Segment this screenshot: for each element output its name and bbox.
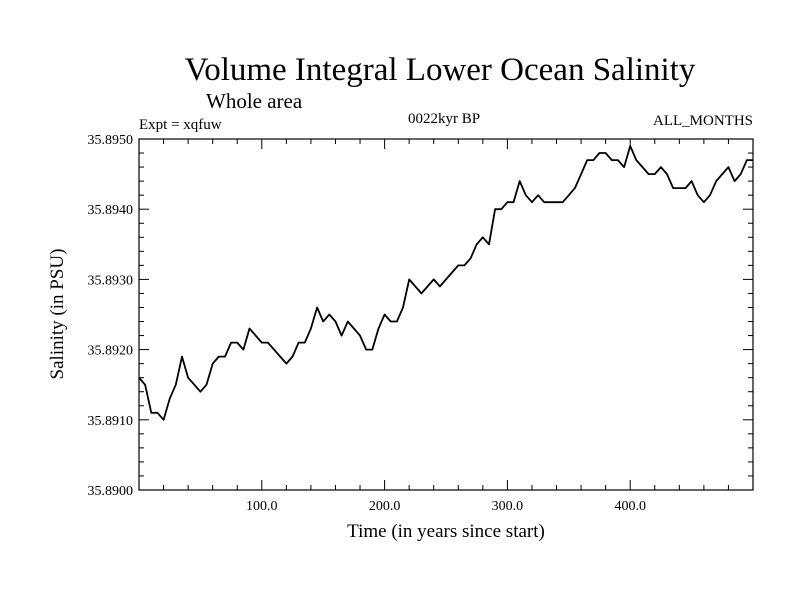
x-ticks [163,139,729,490]
y-tick-label: 35.8950 [88,133,134,148]
months-label: ALL_MONTHS [653,113,753,129]
y-tick-label: 35.8920 [88,344,134,359]
y-axis-label: Salinity (in PSU) [47,249,68,380]
experiment-label: Expt = xqfuw [139,117,222,133]
y-tick-label: 35.8940 [88,203,134,218]
y-tick-label: 35.8930 [88,273,134,288]
x-tick-label: 300.0 [492,499,524,514]
x-axis-label: Time (in years since start) [347,521,545,542]
x-tick-label: 100.0 [246,499,278,514]
y-tick-label: 35.8900 [88,484,134,499]
x-tick-label: 400.0 [614,499,646,514]
y-ticks [139,138,753,491]
y-tick-label: 35.8910 [88,414,134,429]
salinity-series-line [138,145,753,421]
x-tick-labels: 100.0 200.0 300.0 400.0 [246,499,646,514]
chart-subtitle: Whole area [206,89,303,113]
y-tick-labels: 35.8900 35.8910 35.8920 35.8930 35.8940 35.89… [88,133,134,499]
period-label: 0022kyr BP [408,111,480,127]
x-tick-label: 200.0 [369,499,401,514]
chart-title: Volume Integral Lower Ocean Salinity [185,52,696,88]
plot-frame [138,138,754,491]
